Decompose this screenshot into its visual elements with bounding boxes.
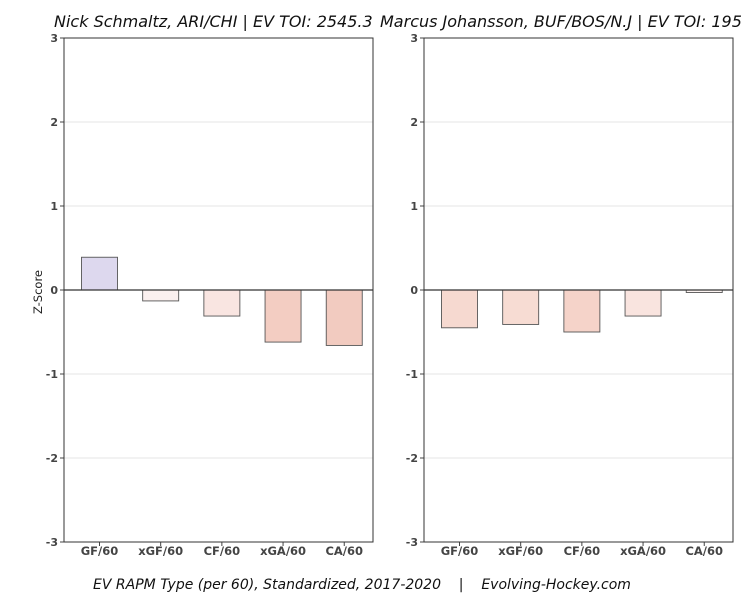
bar-xga-60 [624,289,662,317]
chart-panel-right: Marcus Johansson, BUF/BOS/N.J | EV TOI: … [380,12,742,558]
y-axis-label: Z-Score [31,270,45,314]
bar-ca-60 [325,289,363,346]
y-tick-label: 0 [410,284,418,297]
y-tick-label: -2 [46,452,58,465]
x-tick-label: CF/60 [204,544,241,558]
y-tick-label: 0 [50,284,58,297]
y-tick-label: -3 [46,536,58,549]
y-tick-label: 1 [410,200,418,213]
y-tick-label: -1 [46,368,58,381]
y-tick-label: -2 [406,452,418,465]
chart-title: Marcus Johansson, BUF/BOS/N.J | EV TOI: … [380,12,742,31]
bar-xga-60 [264,289,302,343]
x-tick-label: CA/60 [685,544,723,558]
chart-panel-left: Nick Schmaltz, ARI/CHI | EV TOI: 2545.33… [31,12,374,558]
x-tick-label: GF/60 [441,544,479,558]
x-tick-label: xGF/60 [498,544,543,558]
bar-xgf-60 [142,289,180,302]
y-tick-label: -3 [406,536,418,549]
bar-cf-60 [563,289,601,333]
y-tick-label: 3 [50,32,58,45]
x-tick-label: CA/60 [325,544,363,558]
y-tick-label: 2 [50,116,58,129]
bar-gf-60 [441,289,478,329]
plot-frame [63,37,374,543]
footer-caption: EV RAPM Type (per 60), Standardized, 201… [93,577,631,593]
x-tick-label: GF/60 [81,544,119,558]
y-tick-label: -1 [406,368,418,381]
x-tick-label: xGA/60 [260,544,306,558]
x-tick-label: xGA/60 [620,544,666,558]
y-tick-label: 2 [410,116,418,129]
bar-cf-60 [203,289,241,317]
x-tick-label: CF/60 [564,544,601,558]
bar-gf-60 [81,256,118,291]
x-tick-label: xGF/60 [138,544,183,558]
chart-title: Nick Schmaltz, ARI/CHI | EV TOI: 2545.3 [54,12,373,31]
y-tick-label: 3 [410,32,418,45]
bar-xgf-60 [502,289,540,325]
y-tick-label: 1 [50,200,58,213]
plot-frame [423,37,734,543]
